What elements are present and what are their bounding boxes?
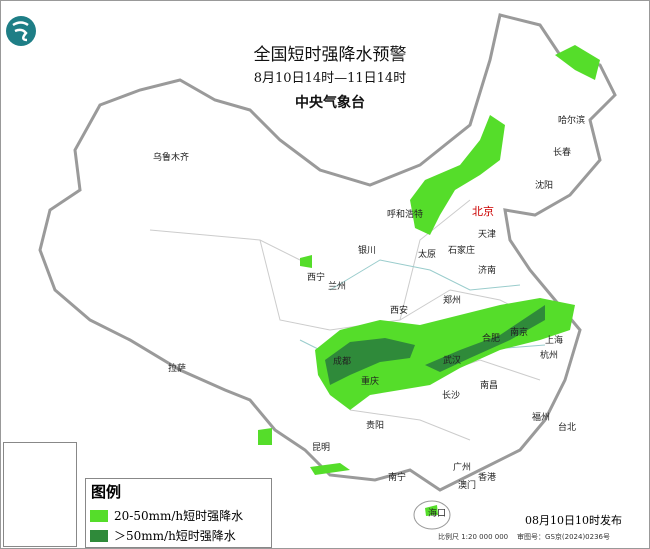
city-label: 香港 <box>478 473 497 483</box>
city-label: 兰州 <box>328 282 347 292</box>
city-label: 长沙 <box>442 391 461 401</box>
legend-item-severe: ＞50mm/h短时强降水 <box>90 527 236 544</box>
hainan-island <box>413 500 451 530</box>
rain-area-qinghai <box>300 255 312 268</box>
rain-area-severe-sichuan <box>325 338 415 385</box>
city-label: 呼和浩特 <box>387 210 424 220</box>
south-china-sea-inset <box>3 442 77 547</box>
rain-area-northeast <box>555 45 600 80</box>
issuer: 中央气象台 <box>295 95 365 111</box>
city-label: 重庆 <box>361 377 380 387</box>
city-label: 长春 <box>553 148 572 158</box>
city-label: 太原 <box>418 250 437 260</box>
approval-number: 审图号：GS京(2024)0236号 <box>517 533 610 541</box>
city-label: 郑州 <box>443 296 462 306</box>
city-label: 沈阳 <box>535 181 554 191</box>
city-label: 南宁 <box>388 473 407 483</box>
capital-label: 北京 <box>472 205 494 218</box>
city-label: 石家庄 <box>448 246 476 256</box>
city-label: 南京 <box>510 328 529 338</box>
city-label: 南昌 <box>480 381 499 391</box>
rain-area-severe-yangtze <box>425 305 545 372</box>
city-label: 杭州 <box>540 351 559 361</box>
city-label: 海口 <box>428 509 447 519</box>
city-label: 上海 <box>545 336 564 346</box>
country-outline <box>38 13 617 492</box>
legend-swatch <box>90 529 108 542</box>
city-label: 广州 <box>453 463 472 473</box>
city-label: 福州 <box>532 413 551 423</box>
city-label: 台北 <box>558 423 577 433</box>
rain-area-hainan <box>425 505 438 516</box>
legend-item-moderate: 20-50mm/h短时强降水 <box>90 507 243 524</box>
city-label: 银川 <box>358 246 377 256</box>
map-title: 全国短时强降水预警 <box>253 45 407 65</box>
city-label: 天津 <box>478 230 497 240</box>
issue-time: 08月10日10时发布 <box>525 514 622 527</box>
legend-title: 图例 <box>91 483 122 501</box>
city-label: 合肥 <box>482 334 501 344</box>
city-label: 济南 <box>478 266 497 276</box>
rain-area-central <box>315 298 575 410</box>
rain-area-yunnan <box>258 428 272 445</box>
map-footer: 比例尺 1:20 000 000 审图号：GS京(2024)0236号 <box>438 532 610 542</box>
city-label: 哈尔滨 <box>558 116 586 126</box>
rain-area-guangxi <box>310 463 350 475</box>
legend-label: 20-50mm/h短时强降水 <box>114 509 244 523</box>
city-label: 拉萨 <box>168 364 187 374</box>
city-label: 贵阳 <box>366 421 385 431</box>
city-label: 乌鲁木齐 <box>153 153 190 163</box>
city-label: 澳门 <box>458 481 477 491</box>
scale-text: 比例尺 1:20 000 000 <box>438 533 509 541</box>
city-label: 西安 <box>390 306 409 316</box>
logo-glyph <box>12 21 29 42</box>
time-range: 8月10日14时—11日14时 <box>253 71 407 86</box>
legend-label: ＞50mm/h短时强降水 <box>114 529 236 543</box>
city-label: 成都 <box>333 357 352 367</box>
legend-swatch <box>90 509 108 522</box>
city-label: 武汉 <box>443 356 462 366</box>
city-label: 西宁 <box>307 273 326 283</box>
rain-area-north <box>410 115 505 235</box>
province-lines <box>149 199 541 441</box>
city-label: 昆明 <box>312 443 331 453</box>
legend: 图例 20-50mm/h短时强降水 ＞50mm/h短时强降水 <box>85 478 272 548</box>
